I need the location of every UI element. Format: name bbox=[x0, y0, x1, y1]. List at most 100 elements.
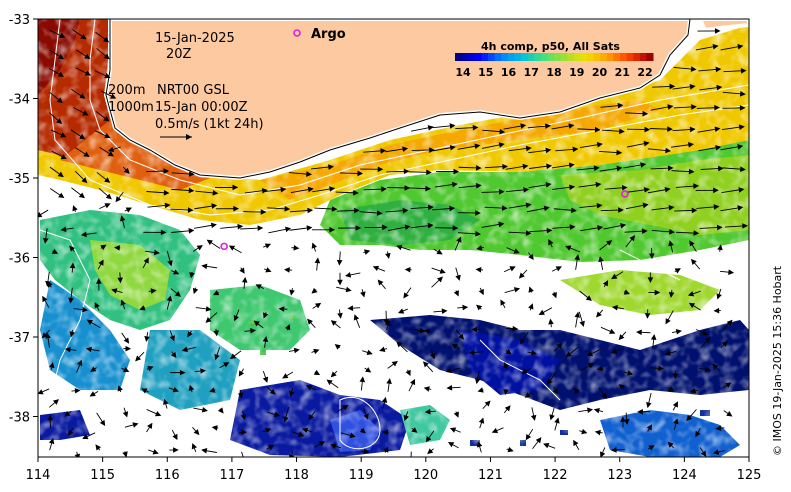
current-arrow-head bbox=[69, 331, 75, 338]
current-arrow-head bbox=[664, 187, 671, 193]
current-arrow-head bbox=[688, 302, 696, 309]
current-arrow-head bbox=[331, 206, 338, 212]
current-arrow-head bbox=[593, 165, 600, 172]
current-arrow-head bbox=[242, 458, 246, 462]
contour-label-200m: 200m bbox=[108, 83, 145, 98]
current-arrow-head bbox=[201, 448, 208, 454]
colorbar: 4h comp, p50, All Sats 14 15 16 17 18 19 20 21 2… bbox=[455, 40, 654, 79]
current-arrow-head bbox=[453, 168, 460, 175]
current-arrow-head bbox=[379, 346, 386, 352]
current-arrow-head bbox=[712, 363, 719, 370]
current-arrow-head bbox=[691, 207, 698, 214]
current-arrow-head bbox=[345, 272, 352, 278]
current-arrow-head bbox=[424, 408, 431, 415]
current-arrow-head bbox=[237, 223, 244, 230]
current-arrow-head bbox=[410, 378, 416, 386]
current-arrow-head bbox=[498, 189, 505, 195]
current-arrow-head bbox=[264, 428, 272, 434]
colorbar-tick-label: 22 bbox=[637, 66, 652, 79]
current-arrow-head bbox=[233, 205, 239, 212]
current-arrow-head bbox=[597, 225, 604, 231]
current-arrow-head bbox=[451, 181, 458, 188]
current-arrow-head bbox=[419, 327, 426, 334]
current-arrow-head bbox=[104, 73, 111, 79]
current-arrow-head bbox=[284, 267, 290, 273]
scale-arrow bbox=[160, 134, 192, 140]
current-arrow-head bbox=[365, 367, 372, 373]
current-arrow-head bbox=[721, 341, 728, 347]
current-arrow-head bbox=[193, 429, 200, 436]
current-arrow-head bbox=[695, 430, 701, 438]
current-arrow-head bbox=[737, 205, 744, 211]
current-arrow-head bbox=[739, 105, 746, 111]
current-arrow-head bbox=[307, 186, 314, 193]
current-arrow-head bbox=[713, 307, 720, 314]
colorbar-swatch bbox=[560, 53, 568, 61]
current-arrow-head bbox=[115, 196, 122, 203]
current-arrow-head bbox=[211, 425, 218, 431]
current-arrow-head bbox=[90, 366, 97, 372]
current-arrow-head bbox=[618, 384, 625, 390]
current-arrow-head bbox=[383, 319, 390, 325]
y-tick-label: -35 bbox=[9, 172, 30, 187]
current-arrow-head bbox=[500, 299, 506, 306]
current-arrow-head bbox=[77, 359, 83, 366]
current-arrow-head bbox=[523, 187, 530, 193]
current-arrow-head bbox=[519, 338, 526, 345]
current-arrow-head bbox=[623, 289, 630, 295]
current-arrow-head bbox=[740, 68, 747, 74]
current-arrow-head bbox=[329, 186, 336, 192]
current-arrow-head bbox=[693, 230, 700, 236]
current-arrow-head bbox=[475, 231, 482, 237]
current-arrow-head bbox=[196, 245, 203, 251]
current-arrow-head bbox=[423, 328, 430, 335]
current-arrow-head bbox=[627, 370, 634, 376]
current-arrow-head bbox=[255, 284, 262, 290]
current-arrow-head bbox=[48, 437, 55, 445]
colorbar-swatch bbox=[474, 53, 482, 61]
current-arrow-head bbox=[453, 411, 459, 418]
current-arrow-head bbox=[447, 442, 455, 448]
current-arrow-head bbox=[402, 207, 409, 214]
current-arrow-head bbox=[330, 371, 337, 378]
current-arrow-head bbox=[201, 407, 208, 413]
current-arrow-head bbox=[100, 244, 107, 251]
current-arrow-head bbox=[213, 290, 220, 296]
current-arrow-head bbox=[573, 439, 579, 447]
current-arrow-head bbox=[572, 146, 579, 153]
current-arrow-head bbox=[462, 304, 469, 311]
current-arrow-head bbox=[565, 351, 572, 358]
current-arrow-head bbox=[107, 146, 115, 153]
current-arrow-head bbox=[160, 229, 167, 236]
current-arrow-head bbox=[623, 419, 630, 425]
current-arrow-head bbox=[456, 236, 462, 243]
current-arrow-head bbox=[648, 253, 655, 260]
current-arrow-head bbox=[585, 295, 592, 301]
current-arrow-head bbox=[556, 342, 563, 349]
current-arrow-head bbox=[67, 429, 74, 436]
current-arrow-head bbox=[737, 44, 744, 50]
current-arrow-head bbox=[616, 165, 623, 172]
current-arrow-head bbox=[201, 263, 208, 270]
current-arrow-head bbox=[285, 226, 292, 233]
current-arrow-head bbox=[689, 126, 696, 133]
current-arrow-head bbox=[618, 207, 624, 213]
current-arrow-head bbox=[82, 306, 88, 313]
current-arrow-head bbox=[84, 70, 92, 76]
current-arrow-head bbox=[111, 288, 118, 294]
current-arrow-head bbox=[313, 369, 321, 376]
colorbar-swatch bbox=[488, 53, 496, 61]
current-arrow-head bbox=[380, 148, 387, 154]
current-arrow-head bbox=[569, 224, 576, 230]
current-arrow-head bbox=[357, 170, 364, 177]
current-arrow-head bbox=[409, 460, 413, 464]
current-arrow-head bbox=[581, 428, 588, 435]
current-arrow-head bbox=[239, 267, 245, 274]
current-arrow-head bbox=[209, 387, 216, 393]
x-tick-label: 119 bbox=[349, 468, 374, 483]
current-arrow-head bbox=[404, 185, 411, 191]
current-arrow-head bbox=[668, 204, 675, 211]
current-arrow-head bbox=[206, 239, 213, 246]
current-arrow-head bbox=[549, 414, 555, 421]
current-arrow-head bbox=[618, 334, 625, 341]
